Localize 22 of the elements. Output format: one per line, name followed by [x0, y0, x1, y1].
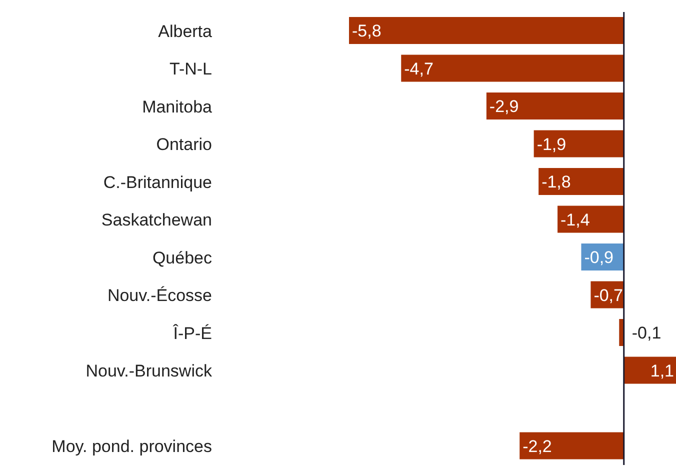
data-label: -1,8 [542, 172, 571, 192]
data-label: -2,9 [489, 97, 519, 116]
data-label: -5,8 [352, 22, 382, 40]
y-tick-label: Manitoba [142, 97, 213, 116]
y-tick-label: Î-P-É [172, 324, 212, 343]
y-tick-label: T-N-L [170, 60, 212, 79]
y-tick-label: Alberta [158, 22, 213, 41]
data-label: 1,1 [650, 361, 674, 380]
data-label: -1,9 [536, 134, 566, 154]
data-label: -0,1 [632, 324, 662, 342]
y-tick-label: Saskatchewan [101, 210, 212, 230]
y-tick-label: Québec [152, 248, 212, 268]
y-tick-label: Ontario [156, 135, 212, 154]
data-label: -2,2 [522, 436, 552, 456]
y-tick-label: C.-Britannique [103, 172, 212, 192]
y-tick-label: Nouv.-Brunswick [86, 362, 212, 381]
data-label: -1,4 [560, 210, 590, 230]
y-tick-label: Nouv.-Écosse [107, 286, 212, 306]
data-label: -0,9 [584, 248, 614, 267]
data-label: -4,7 [404, 59, 434, 78]
y-tick-label: Moy. pond. provinces [52, 437, 212, 456]
data-label: -0,7 [594, 286, 623, 305]
